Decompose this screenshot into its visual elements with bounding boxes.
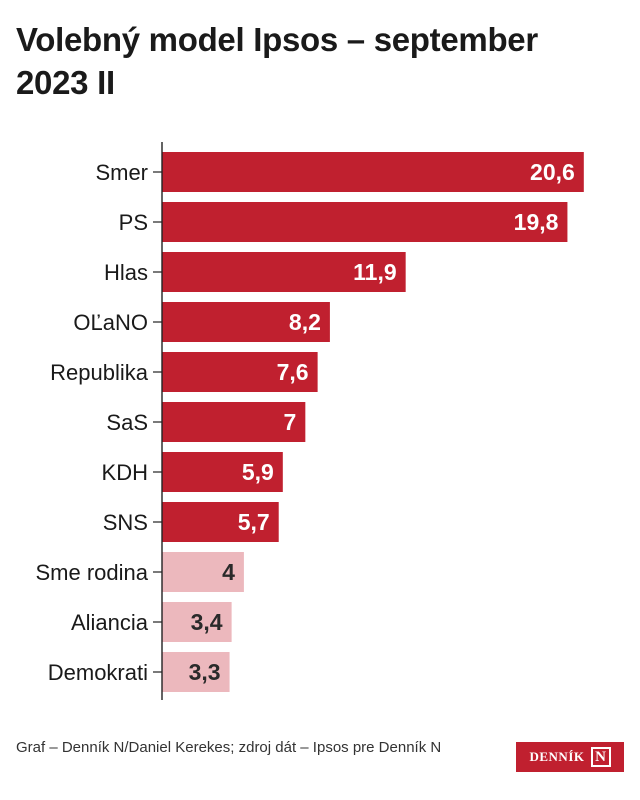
bar-hlas (162, 252, 406, 292)
data-label: 4 (222, 559, 235, 585)
bar-smer (162, 152, 584, 192)
bar-olano (162, 302, 330, 342)
category-label: Smer (95, 160, 148, 185)
category-label: SaS (106, 410, 148, 435)
dennik-n-logo: DENNÍK N (516, 742, 624, 772)
data-label: 8,2 (289, 309, 321, 335)
source-credit: Graf – Denník N/Daniel Kerekes; zdroj dá… (16, 739, 442, 756)
bar-row-hlas: Hlas 11,9 (104, 252, 406, 292)
bar-row-sas: SaS 7 (106, 402, 306, 442)
bar-sas (162, 402, 306, 442)
bar-row-demokrati: Demokrati 3,3 (48, 652, 230, 692)
logo-mark: N (590, 747, 611, 767)
bar-row-smer: Smer 20,6 (95, 152, 584, 192)
category-label: OĽaNO (73, 310, 148, 335)
category-label: Demokrati (48, 660, 148, 685)
data-label: 20,6 (530, 159, 575, 185)
data-label: 3,4 (191, 609, 223, 635)
bar-aliancia (162, 602, 232, 642)
category-label: KDH (102, 460, 148, 485)
category-label: Republika (50, 360, 149, 385)
data-label: 5,7 (238, 509, 270, 535)
bar-ps (162, 202, 568, 242)
bar-row-sns: SNS 5,7 (103, 502, 279, 542)
logo-wordmark: DENNÍK (529, 749, 585, 764)
chart-title: Volebný model Ipsos – september 2023 II (16, 21, 538, 101)
category-label: Aliancia (71, 610, 149, 635)
data-label: 7,6 (277, 359, 309, 385)
data-label: 3,3 (189, 659, 221, 685)
data-label: 11,9 (353, 259, 397, 285)
data-label: 5,9 (242, 459, 274, 485)
bar-chart: Smer 20,6 PS 19,8 Hlas 11,9 OĽaNO 8,2 Republika 7… (35, 142, 584, 700)
bar-republika (162, 352, 318, 392)
bar-sns (162, 502, 279, 542)
bar-demokrati (162, 652, 230, 692)
bar-row-ps: PS 19,8 (119, 202, 568, 242)
category-label: SNS (103, 510, 148, 535)
category-label: Hlas (104, 260, 148, 285)
bar-row-sme-rodina: Sme rodina 4 (35, 552, 244, 592)
category-label: Sme rodina (35, 560, 148, 585)
bar-row-kdh: KDH 5,9 (102, 452, 283, 492)
bar-sme-rodina (162, 552, 244, 592)
bar-row-olano: OĽaNO 8,2 (73, 302, 330, 342)
bar-row-republika: Republika 7,6 (50, 352, 318, 392)
data-label: 7 (284, 409, 297, 435)
bar-kdh (162, 452, 283, 492)
data-label: 19,8 (514, 209, 559, 235)
category-label: PS (119, 210, 148, 235)
bar-row-aliancia: Aliancia 3,4 (71, 602, 232, 642)
